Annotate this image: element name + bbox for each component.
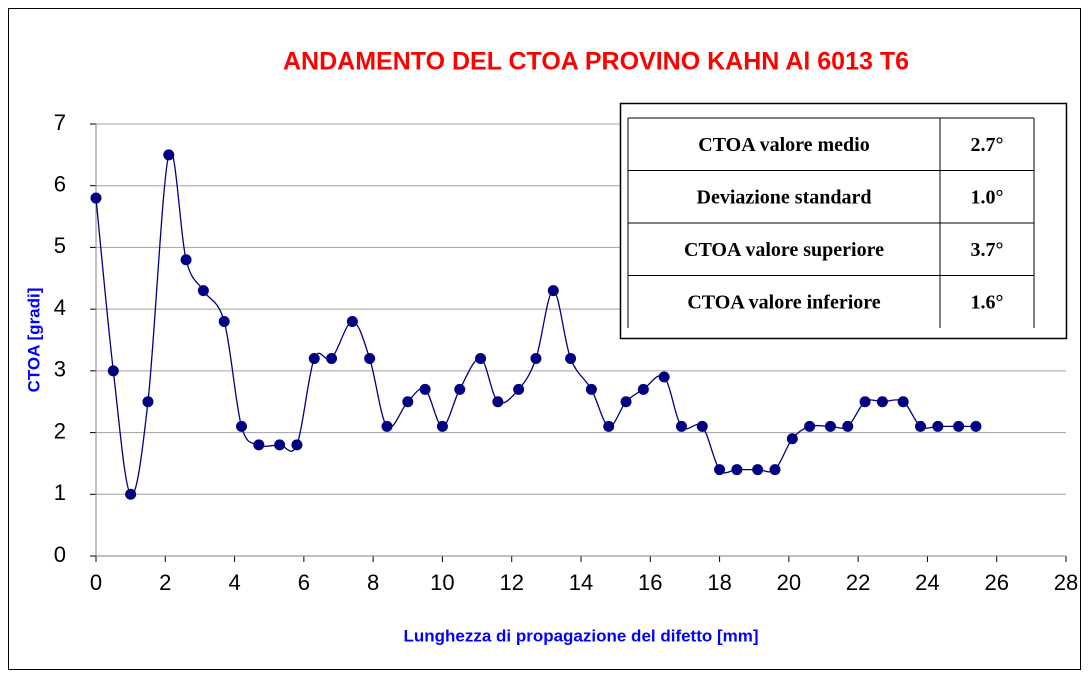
y-tick-label: 2 bbox=[54, 418, 66, 443]
data-point bbox=[565, 353, 577, 365]
y-tick-label: 7 bbox=[54, 110, 66, 135]
data-point bbox=[308, 353, 320, 365]
chart-title: ANDAMENTO DEL CTOA PROVINO KAHN Al 6013 … bbox=[283, 48, 909, 76]
data-point bbox=[585, 383, 597, 395]
table-box bbox=[619, 102, 1068, 340]
table-label: CTOA valore medio bbox=[698, 134, 869, 156]
table-value: 1.0° bbox=[971, 186, 1004, 208]
data-point bbox=[364, 353, 376, 365]
table-label: CTOA valore inferiore bbox=[687, 291, 880, 313]
data-point bbox=[897, 396, 909, 408]
table-value: 3.7° bbox=[971, 239, 1004, 261]
data-point bbox=[620, 396, 632, 408]
data-point bbox=[253, 439, 265, 451]
y-tick-label: 5 bbox=[54, 233, 66, 258]
data-point bbox=[547, 285, 559, 297]
y-tick-label: 1 bbox=[54, 480, 66, 505]
table-value: 1.6° bbox=[971, 291, 1004, 313]
data-point bbox=[492, 396, 504, 408]
x-tick-label: 24 bbox=[915, 570, 939, 595]
data-point bbox=[603, 420, 615, 432]
data-point bbox=[932, 420, 944, 432]
data-point bbox=[291, 439, 303, 451]
data-point bbox=[786, 433, 798, 445]
table-value: 2.7° bbox=[971, 134, 1004, 156]
table-label: CTOA valore superiore bbox=[684, 239, 884, 261]
data-point bbox=[236, 420, 247, 432]
data-point bbox=[859, 396, 871, 408]
y-tick-label: 4 bbox=[54, 295, 66, 320]
x-axis-label: Lunghezza di propagazione del difetto [m… bbox=[403, 626, 758, 645]
data-point bbox=[970, 420, 982, 432]
data-point bbox=[731, 464, 743, 476]
data-point bbox=[197, 285, 209, 297]
data-point bbox=[953, 420, 965, 432]
data-point bbox=[530, 353, 542, 365]
data-point bbox=[915, 420, 926, 432]
x-tick-label: 16 bbox=[638, 570, 662, 595]
data-point bbox=[436, 420, 448, 432]
data-point bbox=[419, 383, 431, 395]
y-axis-label: CTOA [gradi] bbox=[24, 288, 43, 393]
data-point bbox=[454, 383, 466, 395]
data-point bbox=[658, 371, 670, 383]
data-point bbox=[90, 192, 102, 204]
data-point bbox=[675, 420, 687, 432]
x-tick-label: 0 bbox=[90, 570, 102, 595]
data-point bbox=[769, 464, 781, 476]
data-point bbox=[876, 396, 888, 408]
data-point bbox=[125, 488, 137, 500]
data-point bbox=[714, 464, 726, 476]
x-tick-label: 20 bbox=[777, 570, 801, 595]
x-tick-label: 14 bbox=[569, 570, 593, 595]
data-point bbox=[180, 254, 192, 266]
table-label: Deviazione standard bbox=[697, 186, 872, 208]
data-point bbox=[326, 353, 338, 365]
y-tick-label: 3 bbox=[54, 357, 66, 382]
data-point bbox=[163, 149, 175, 161]
x-tick-label: 12 bbox=[499, 570, 523, 595]
x-tick-label: 26 bbox=[984, 570, 1008, 595]
x-tick-label: 4 bbox=[228, 570, 240, 595]
data-point bbox=[218, 315, 230, 327]
data-point bbox=[637, 383, 649, 395]
x-tick-label: 2 bbox=[159, 570, 171, 595]
data-point bbox=[107, 365, 119, 377]
data-point bbox=[804, 420, 816, 432]
data-point bbox=[752, 464, 764, 476]
data-point bbox=[824, 420, 836, 432]
x-tick-label: 22 bbox=[846, 570, 870, 595]
data-point bbox=[513, 383, 525, 395]
data-point bbox=[402, 396, 414, 408]
x-tick-label: 8 bbox=[367, 570, 379, 595]
data-point bbox=[346, 315, 358, 327]
x-tick-label: 28 bbox=[1054, 570, 1078, 595]
data-point bbox=[842, 420, 854, 432]
data-point bbox=[696, 420, 708, 432]
y-tick-label: 6 bbox=[54, 172, 66, 197]
data-point bbox=[381, 420, 393, 432]
y-tick-label: 0 bbox=[54, 542, 66, 567]
x-tick-label: 10 bbox=[430, 570, 454, 595]
data-point bbox=[142, 396, 154, 408]
data-point bbox=[274, 439, 286, 451]
data-point bbox=[475, 353, 487, 365]
x-tick-label: 18 bbox=[707, 570, 731, 595]
x-tick-label: 6 bbox=[298, 570, 310, 595]
